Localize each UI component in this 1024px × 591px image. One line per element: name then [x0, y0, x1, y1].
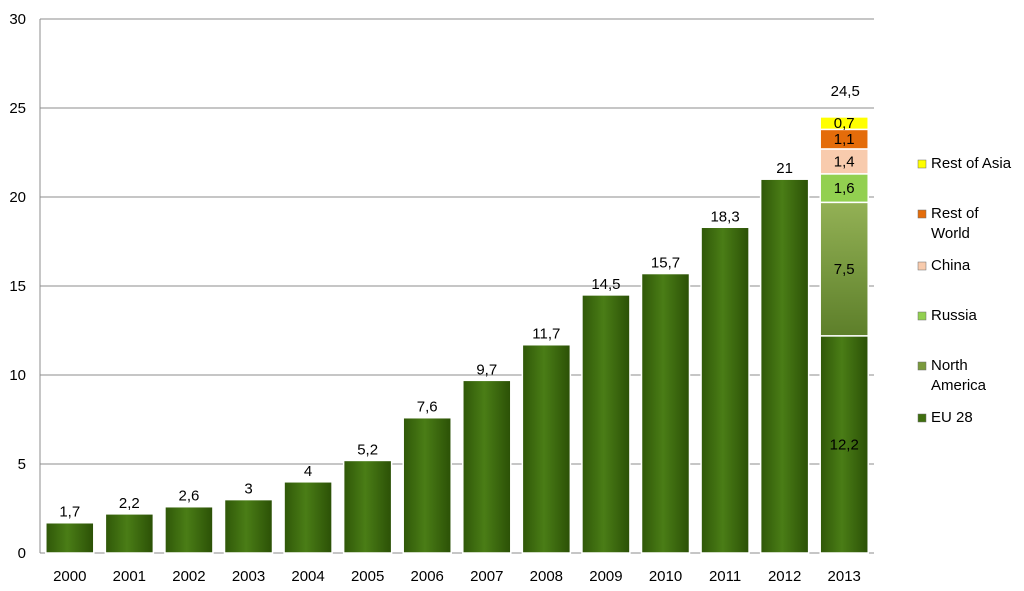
stack-segment-russia — [819, 173, 869, 204]
legend-label: North — [931, 357, 968, 374]
bar-2005 — [342, 459, 393, 554]
x-tick-label: 2008 — [530, 568, 563, 585]
y-tick-label: 15 — [9, 278, 26, 295]
bar-2010 — [640, 272, 691, 554]
legend-label: EU 28 — [931, 409, 973, 426]
axes: 0 5 10 15 20 25 30 2000 2001 2002 2003 2004 2005 2006… — [9, 11, 874, 585]
x-tick-label: 2011 — [709, 568, 741, 585]
x-tick-label: 2013 — [828, 568, 861, 585]
segment-value-label: 1,6 — [834, 180, 855, 197]
legend-swatch — [917, 311, 927, 321]
bar-2002 — [164, 505, 214, 554]
legend: Rest of Asia Rest of World China Russia North… — [917, 155, 1012, 426]
legend-swatch — [917, 159, 927, 169]
x-tick-label: 2006 — [411, 568, 444, 585]
stack-segment-rest-of-asia — [819, 116, 869, 131]
bar-2003 — [223, 498, 274, 554]
bar-value-label: 1,7 — [59, 504, 80, 521]
bar-2001 — [104, 513, 155, 554]
bar-value-label: 14,5 — [591, 276, 620, 293]
legend-swatch — [917, 261, 927, 271]
y-tick-label: 10 — [9, 367, 26, 384]
bar-2011 — [700, 226, 750, 554]
bar-value-label: 5,2 — [357, 441, 378, 458]
bar-value-label: 11,7 — [532, 326, 560, 343]
x-tick-label: 2003 — [232, 568, 265, 585]
bar-value-label: 15,7 — [651, 255, 680, 272]
legend-label: America — [931, 377, 987, 394]
segment-value-label: 1,1 — [834, 131, 855, 148]
y-tick-label: 5 — [18, 456, 26, 473]
bar-value-label: 2,6 — [178, 488, 199, 505]
bar-2004 — [283, 481, 333, 554]
y-tick-label: 20 — [9, 189, 26, 206]
bar-value-label: 7,6 — [417, 399, 438, 416]
legend-swatch — [917, 209, 927, 219]
bar-value-label: 4 — [304, 463, 312, 480]
y-tick-label: 25 — [9, 100, 26, 117]
x-tick-label: 2009 — [589, 568, 622, 585]
x-tick-label: 2000 — [53, 568, 86, 585]
x-tick-label: 2010 — [649, 568, 682, 585]
segment-value-label: 7,5 — [834, 261, 855, 278]
x-tick-label: 2007 — [470, 568, 503, 585]
legend-label: Rest of Asia — [931, 155, 1012, 172]
bar-value-label: 3 — [244, 481, 252, 498]
legend-label: Russia — [931, 307, 978, 324]
bar-2009 — [581, 294, 631, 554]
total-value-label: 24,5 — [831, 83, 860, 100]
segment-value-label: 12,2 — [830, 436, 859, 453]
legend-swatch — [917, 413, 927, 423]
bar-2007 — [462, 379, 512, 554]
x-tick-label: 2012 — [768, 568, 801, 585]
legend-label: China — [931, 257, 971, 274]
bar-2012 — [759, 178, 810, 554]
stack-segment-north-america — [819, 201, 869, 337]
legend-label: World — [931, 225, 970, 242]
segment-value-label: 0,7 — [834, 115, 855, 132]
x-tick-label: 2001 — [113, 568, 146, 585]
bar-2000 — [45, 521, 95, 554]
bar-value-label: 18,3 — [710, 208, 739, 225]
segment-value-label: 1,4 — [834, 153, 855, 170]
data-labels: 1,7 2,2 2,6 3 4 5,2 7,6 9,7 11,7 14,5 15,7 18,3 21 12… — [59, 83, 859, 521]
legend-label: Rest of — [931, 205, 979, 222]
x-tick-label: 2002 — [172, 568, 205, 585]
bar-value-label: 21 — [776, 160, 793, 177]
bar-value-label: 9,7 — [476, 361, 497, 378]
stack-segment-china — [819, 148, 869, 175]
bar-2006 — [402, 416, 452, 554]
x-tick-label: 2004 — [291, 568, 324, 585]
x-tick-label: 2005 — [351, 568, 384, 585]
bars — [45, 116, 869, 554]
legend-swatch — [917, 361, 927, 371]
bar-2008 — [521, 343, 572, 554]
stack-segment-eu-28 — [819, 335, 869, 554]
bar-value-label: 2,2 — [119, 495, 140, 512]
y-tick-label: 0 — [18, 545, 26, 562]
y-tick-label: 30 — [9, 11, 26, 28]
